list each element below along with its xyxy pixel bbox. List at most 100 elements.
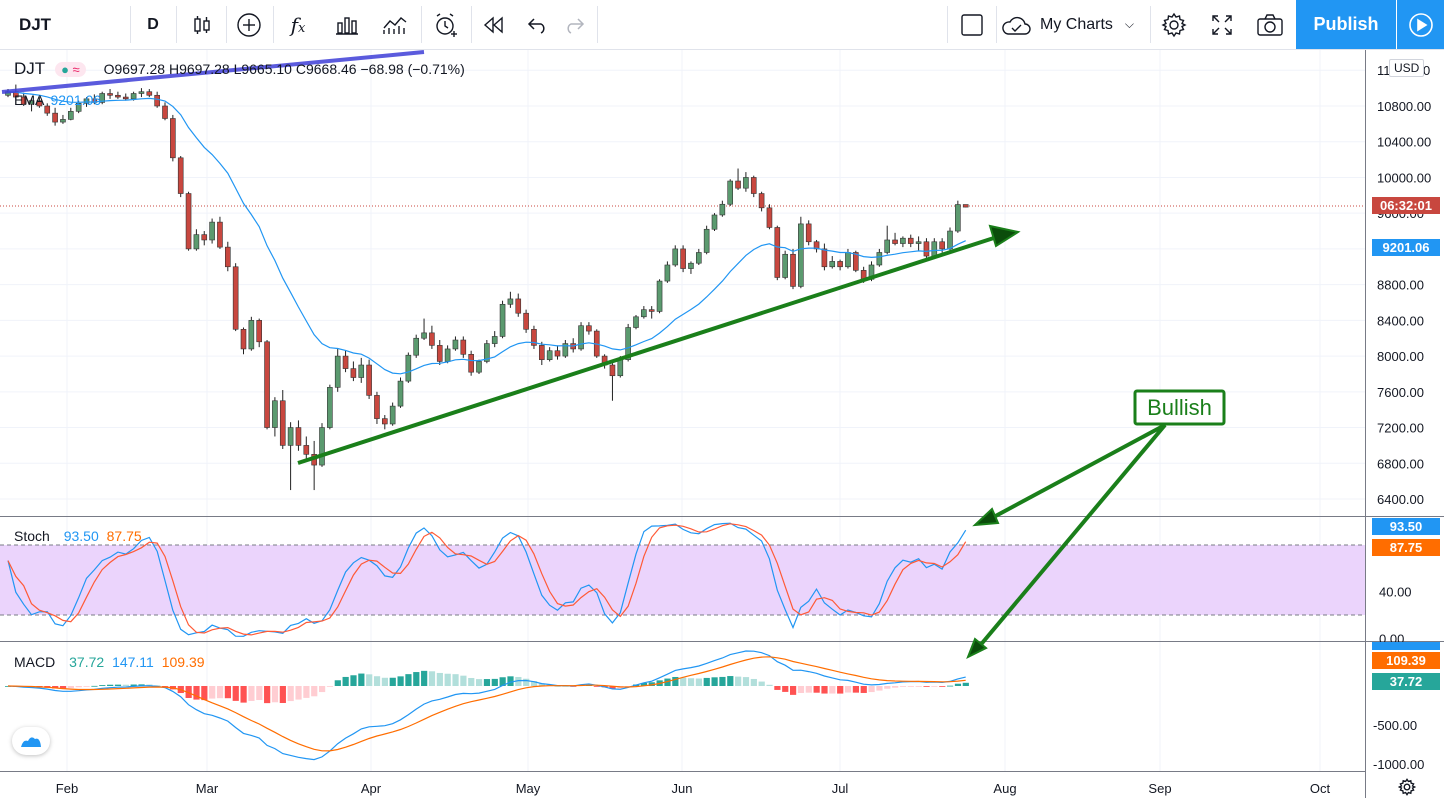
candle-body <box>782 253 788 278</box>
snapshot-button[interactable] <box>1248 0 1292 49</box>
candle-body <box>805 223 812 243</box>
macd-hist-bar <box>915 686 922 687</box>
layout-button[interactable] <box>950 0 994 49</box>
macd-hist-bar <box>373 676 381 686</box>
candle <box>782 250 788 280</box>
macd-hist-bar <box>264 686 271 704</box>
interval-button[interactable]: D <box>133 0 173 49</box>
price-tick-label: 8000.00 <box>1377 349 1424 364</box>
candle <box>138 88 145 98</box>
macd-hist-bar <box>436 672 443 686</box>
macd-hist-bar <box>397 676 404 686</box>
candle-body <box>452 339 459 350</box>
indicators-button[interactable]: fx <box>276 0 320 49</box>
candle <box>185 191 192 251</box>
candle <box>586 322 592 335</box>
candle-body <box>193 234 200 250</box>
candle-body <box>900 237 906 244</box>
ideas-button[interactable] <box>372 0 418 49</box>
alert-button[interactable] <box>424 0 468 49</box>
candle <box>962 204 969 208</box>
candle-body <box>852 252 859 271</box>
candle-body <box>115 94 121 98</box>
candle <box>538 341 545 366</box>
stoch-tick-label: 40.00 <box>1379 585 1412 600</box>
candle-body <box>546 350 553 360</box>
redo-button[interactable] <box>554 0 594 49</box>
chart-type-button[interactable] <box>180 0 224 49</box>
candle-body <box>146 91 153 96</box>
macd-hist-bar <box>232 686 239 701</box>
macd-hist-bar <box>389 677 396 686</box>
candle-body <box>154 94 160 107</box>
macd-hist-bar <box>821 686 828 694</box>
macd-hist-bar <box>107 684 114 686</box>
candle <box>790 248 796 290</box>
tradingview-logo[interactable] <box>12 727 50 755</box>
candle-body <box>845 252 851 268</box>
axis-settings-button[interactable] <box>1396 776 1418 798</box>
candle <box>295 420 302 451</box>
candle <box>303 436 310 459</box>
macd-hist-bar <box>593 686 600 687</box>
fullscreen-button[interactable] <box>1200 0 1244 49</box>
legend-low: L9665.10 <box>233 61 292 77</box>
macd-hist-bar <box>939 686 946 687</box>
play-button[interactable] <box>1397 0 1444 49</box>
candle <box>350 361 357 382</box>
candle <box>695 248 702 265</box>
symbol-search-button[interactable]: DJT <box>0 0 70 49</box>
my-charts-button[interactable]: My Charts ⌵ <box>1000 0 1148 49</box>
candle <box>319 423 325 467</box>
settings-button[interactable] <box>1152 0 1196 49</box>
interval-label: D <box>147 15 159 33</box>
candle-body <box>327 387 333 428</box>
candle <box>327 384 333 430</box>
replay-button[interactable] <box>474 0 514 49</box>
ema-label[interactable]: EMA <box>14 92 44 108</box>
candle <box>915 236 922 251</box>
macd-hist-bar <box>114 684 122 686</box>
candle-body <box>381 418 388 425</box>
candle <box>719 200 726 217</box>
macd-hist-bar <box>271 686 279 703</box>
macd-hist-bar <box>947 685 954 687</box>
candle-body <box>20 96 27 105</box>
candle-body <box>837 261 843 268</box>
stoch-d-tag: 87.75 <box>1372 539 1440 556</box>
macd-hist-bar <box>923 686 930 687</box>
legend-symbol[interactable]: DJT <box>14 59 46 78</box>
bullish-callout <box>966 389 1226 660</box>
time-label: Apr <box>361 781 382 796</box>
price-tick-label: 6400.00 <box>1377 492 1424 507</box>
macd-hist-bar <box>428 671 436 686</box>
macd-hist-bar <box>476 679 483 686</box>
chart-canvas[interactable]: 11200.0010800.0010400.0010000.009600.009… <box>0 50 1444 798</box>
currency-badge[interactable]: USD <box>1389 59 1425 77</box>
macd-hist-bar <box>797 686 805 694</box>
candle <box>177 156 184 198</box>
macd-hist-bar <box>719 676 726 686</box>
undo-icon <box>527 17 545 34</box>
candle <box>381 415 388 430</box>
candle-body <box>813 241 820 250</box>
macd-hist-bar <box>852 686 859 693</box>
candle <box>334 348 341 392</box>
macd-label[interactable]: MACD <box>14 654 56 670</box>
time-label: Feb <box>56 781 78 796</box>
publish-button[interactable]: Publish <box>1296 0 1396 49</box>
candle <box>829 256 836 269</box>
stoch-label[interactable]: Stoch <box>14 528 50 544</box>
candle-body <box>907 237 914 244</box>
compare-button[interactable] <box>228 0 270 49</box>
templates-button[interactable] <box>324 0 370 49</box>
macd-hist-bar <box>499 677 506 686</box>
candle-body <box>774 227 781 278</box>
macd-hist-bar <box>758 681 765 686</box>
redo-icon <box>567 17 585 34</box>
chevron-down-icon: ⌵ <box>1124 17 1135 31</box>
trendline-arrowhead <box>988 224 1021 248</box>
candle-body <box>798 223 804 287</box>
undo-button[interactable] <box>518 0 558 49</box>
candle <box>342 350 349 373</box>
